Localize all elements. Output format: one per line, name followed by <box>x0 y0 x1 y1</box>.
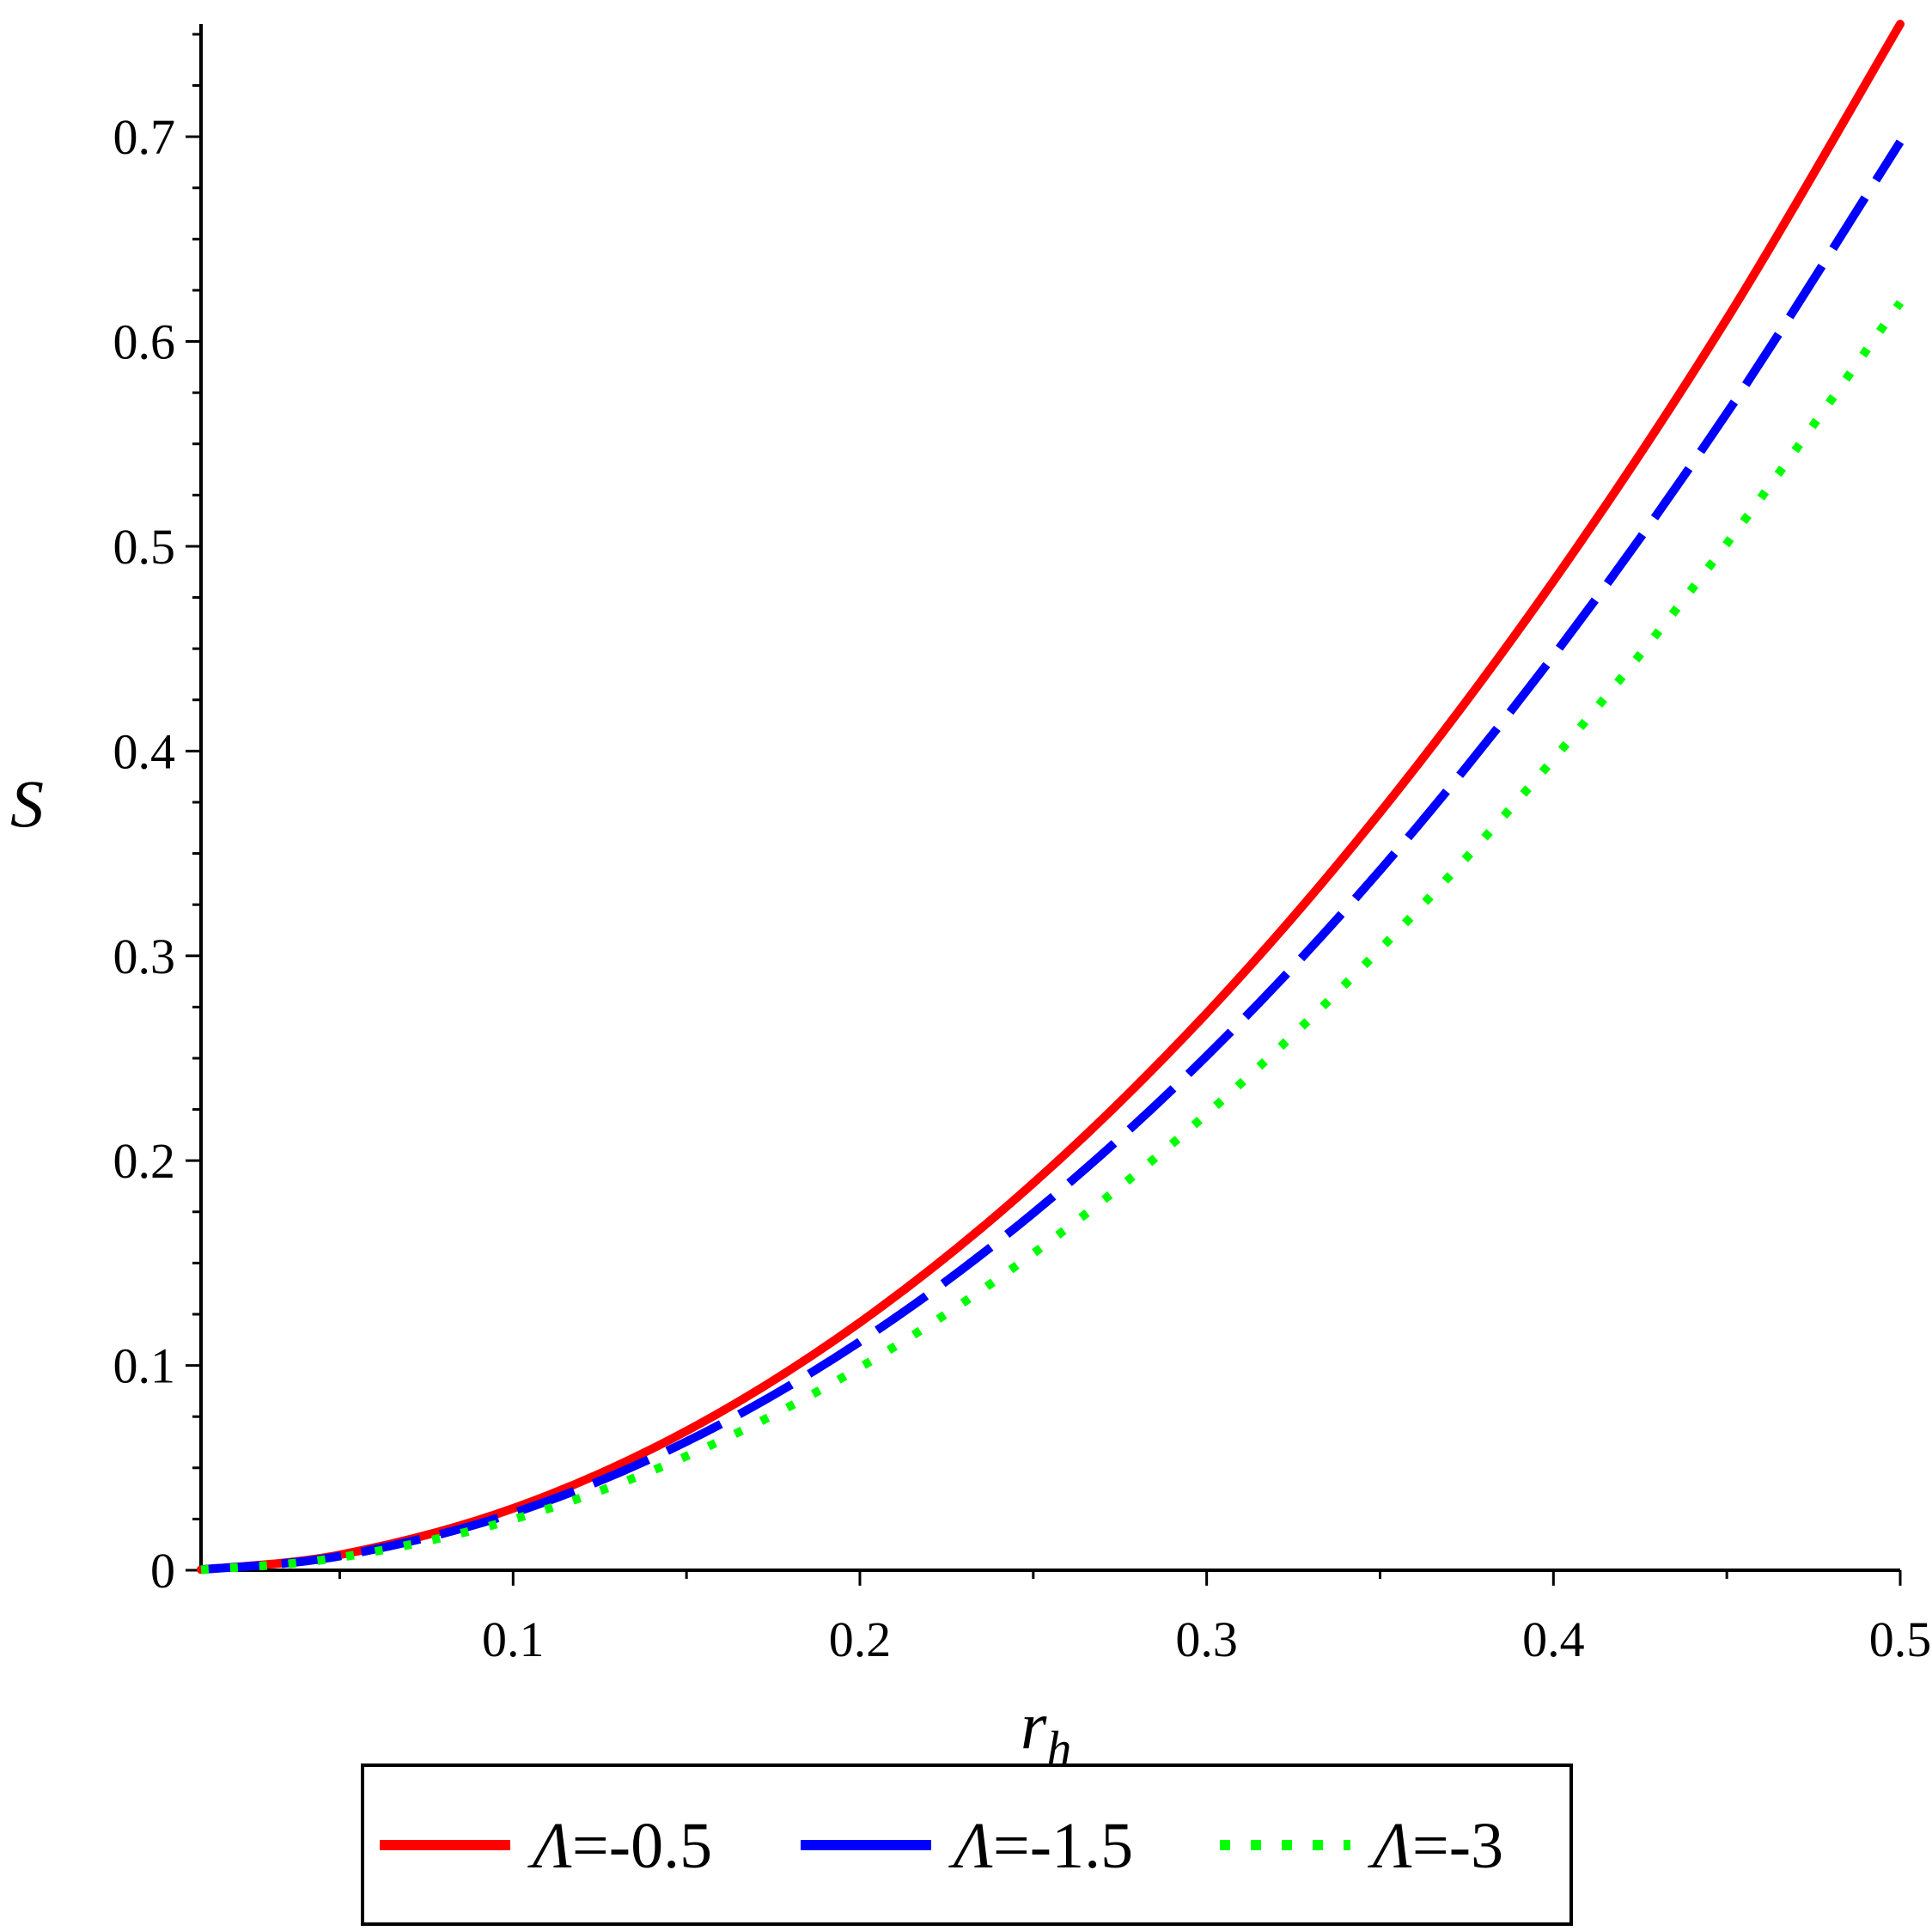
axes <box>199 24 1900 1572</box>
legend: Λ=-0.5 Λ=-1.5 Λ=-3 <box>361 1763 1573 1926</box>
series-layer <box>197 20 1905 1575</box>
legend-value: =-1.5 <box>993 1810 1133 1882</box>
legend-symbol: Λ <box>1368 1810 1412 1882</box>
series-line-1 <box>197 20 1905 1575</box>
legend-label-3: Λ=-3 <box>1368 1810 1503 1882</box>
x-axis-label-main: r <box>1021 1688 1047 1763</box>
y-axis-ticks: 0 0.1 0.2 0.3 0.4 0.5 0.6 0.7 <box>113 33 201 1599</box>
y-tick-label: 0.7 <box>113 109 176 165</box>
y-tick-label: 0 <box>150 1543 175 1599</box>
x-tick-label: 0.1 <box>482 1611 545 1667</box>
legend-symbol: Λ <box>527 1810 572 1882</box>
legend-items: Λ=-0.5 Λ=-1.5 Λ=-3 <box>380 1810 1503 1882</box>
x-axis-label: rh <box>1021 1688 1071 1776</box>
y-tick-label: 0.6 <box>113 314 176 370</box>
y-tick-label: 0.4 <box>113 723 176 779</box>
legend-symbol: Λ <box>948 1810 993 1882</box>
x-tick-label: 0.3 <box>1175 1611 1238 1667</box>
series-line-3 <box>200 300 1905 1575</box>
y-tick-label: 0.3 <box>113 929 176 984</box>
legend-box <box>361 1763 1573 1926</box>
y-axis-label: S <box>10 766 44 841</box>
y-tick-label: 0.2 <box>113 1133 176 1189</box>
legend-value: =-3 <box>1412 1810 1503 1882</box>
x-tick-label: 0.4 <box>1522 1611 1585 1667</box>
legend-label-1: Λ=-0.5 <box>527 1810 712 1882</box>
legend-value: =-0.5 <box>572 1810 712 1882</box>
y-tick-label: 0.5 <box>113 519 176 575</box>
series-line-2 <box>200 139 1905 1575</box>
legend-label-2: Λ=-1.5 <box>948 1810 1133 1882</box>
x-tick-label: 0.2 <box>829 1611 892 1667</box>
x-tick-label: 0.5 <box>1869 1611 1932 1667</box>
x-axis-ticks: 0.1 0.2 0.3 0.4 0.5 <box>338 1570 1932 1667</box>
y-tick-label: 0.1 <box>113 1338 176 1394</box>
